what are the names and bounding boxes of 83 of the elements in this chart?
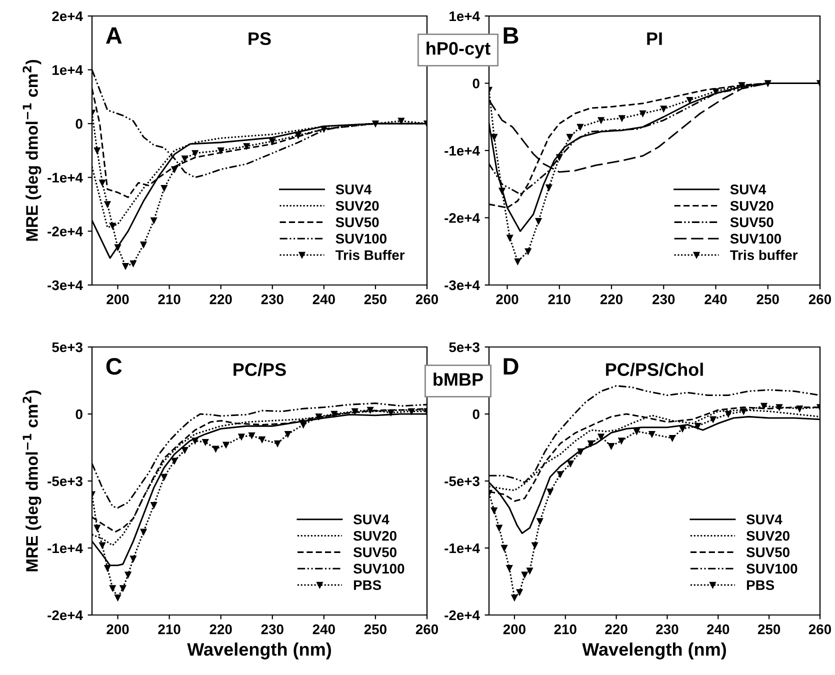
y-tick-label: -3e+4: [444, 280, 480, 290]
annotation: B: [504, 27, 518, 44]
x-tick-label: 260: [416, 624, 438, 634]
legend-label: PBS: [746, 580, 774, 590]
legend-label: SUV50: [746, 547, 790, 558]
legend-label: SUV50: [730, 217, 774, 228]
y-tick-label: -5e+3: [48, 476, 82, 486]
y-tick-label: 0: [76, 409, 82, 420]
legend-label: SUV4: [353, 514, 390, 524]
x-tick-label: 260: [416, 294, 438, 304]
y-tick-label: 2e+4: [52, 11, 83, 22]
x-tick-label: 200: [106, 294, 129, 304]
x-tick-label: 210: [554, 624, 576, 634]
y-tick-label: -1e+4: [48, 172, 83, 183]
x-tick-label: 220: [605, 624, 628, 634]
annotation: A: [106, 27, 122, 44]
y-tick-label: -1e+4: [48, 543, 83, 554]
y-tick-label: 1e+4: [450, 11, 480, 22]
legend-label: SUV4: [746, 514, 782, 524]
y-tick-label: 1e+4: [52, 65, 83, 75]
legend-label: SUV100: [336, 234, 386, 244]
x-tick-label: 200: [106, 624, 129, 634]
text: bMBP: [434, 372, 483, 386]
legend-label: SUV4: [730, 184, 766, 194]
y-tick-label: 0: [76, 118, 82, 129]
x-tick-label: 220: [600, 294, 623, 304]
annotation: hP0-cyt: [426, 42, 490, 58]
legend-label: SUV50: [336, 217, 379, 228]
legend-label: SUV20: [353, 530, 396, 541]
text: PC/PS: [234, 362, 286, 376]
x-tick-label: 260: [808, 294, 832, 304]
x-tick-label: 230: [261, 624, 284, 634]
y-tick-label: 5e+3: [449, 342, 480, 352]
y-tick-label: 5e+3: [52, 342, 82, 352]
x-tick-label: 240: [707, 624, 730, 634]
y-tick-label: 0: [472, 78, 480, 88]
x-tick-label: 210: [548, 294, 570, 304]
legend-label: Tris Buffer: [335, 250, 405, 260]
y-axis-title: MRE (deg dmol$^{−1}$ cm$^{2}$): [22, 390, 42, 572]
x-tick-label: 200: [503, 624, 526, 634]
x-tick-label: 220: [210, 294, 232, 304]
x-tick-label: 230: [656, 624, 678, 634]
x-tick-label: 260: [808, 624, 832, 634]
legend-label: PBS: [354, 580, 382, 590]
x-tick-label: 230: [652, 294, 675, 304]
legend-label: SUV100: [730, 234, 782, 244]
y-tick-label: -5e+3: [444, 476, 480, 486]
x-tick-label: 240: [312, 294, 335, 304]
legend-label: SUV100: [746, 564, 798, 574]
y-tick-label: -2e+4: [444, 213, 480, 223]
text: PI: [647, 32, 662, 45]
x-tick-label: 220: [210, 624, 232, 634]
x-tick-label: 210: [158, 624, 180, 634]
annotation: C: [106, 358, 122, 375]
y-tick-label: -2e+4: [444, 610, 480, 620]
y-tick-label: -3e+4: [48, 280, 83, 290]
y-tick-label: 0: [472, 409, 480, 420]
legend-label: SUV50: [353, 547, 396, 558]
x-tick-label: 200: [496, 294, 518, 304]
y-tick-label: -1e+4: [444, 146, 480, 156]
legend-label: Tris buffer: [730, 250, 798, 260]
x-tick-label: 250: [364, 294, 386, 304]
text: PC/PS/Chol: [606, 362, 703, 376]
y-tick-label: -2e+4: [48, 226, 83, 236]
x-axis-title: Wavelength (nm): [187, 642, 331, 660]
y-axis-title: MRE (deg dmol$^{−1}$ cm$^{2}$): [22, 60, 42, 241]
x-axis-title: Wavelength (nm): [582, 642, 726, 660]
legend-label: SUV100: [353, 564, 404, 574]
annotation: D: [504, 358, 518, 375]
legend-label: SUV4: [336, 184, 372, 194]
text: PS: [248, 32, 271, 46]
legend-label: SUV20: [336, 200, 379, 211]
legend-label: SUV20: [746, 530, 790, 541]
legend-label: SUV20: [730, 200, 774, 211]
x-tick-label: 240: [312, 624, 335, 634]
y-tick-label: -2e+4: [48, 610, 83, 620]
x-tick-label: 230: [261, 294, 284, 304]
x-tick-label: 250: [364, 624, 386, 634]
x-tick-label: 210: [158, 294, 180, 304]
x-tick-label: 250: [756, 294, 779, 304]
x-tick-label: 250: [758, 624, 780, 634]
y-tick-label: -1e+4: [444, 543, 480, 554]
x-tick-label: 240: [704, 294, 727, 304]
